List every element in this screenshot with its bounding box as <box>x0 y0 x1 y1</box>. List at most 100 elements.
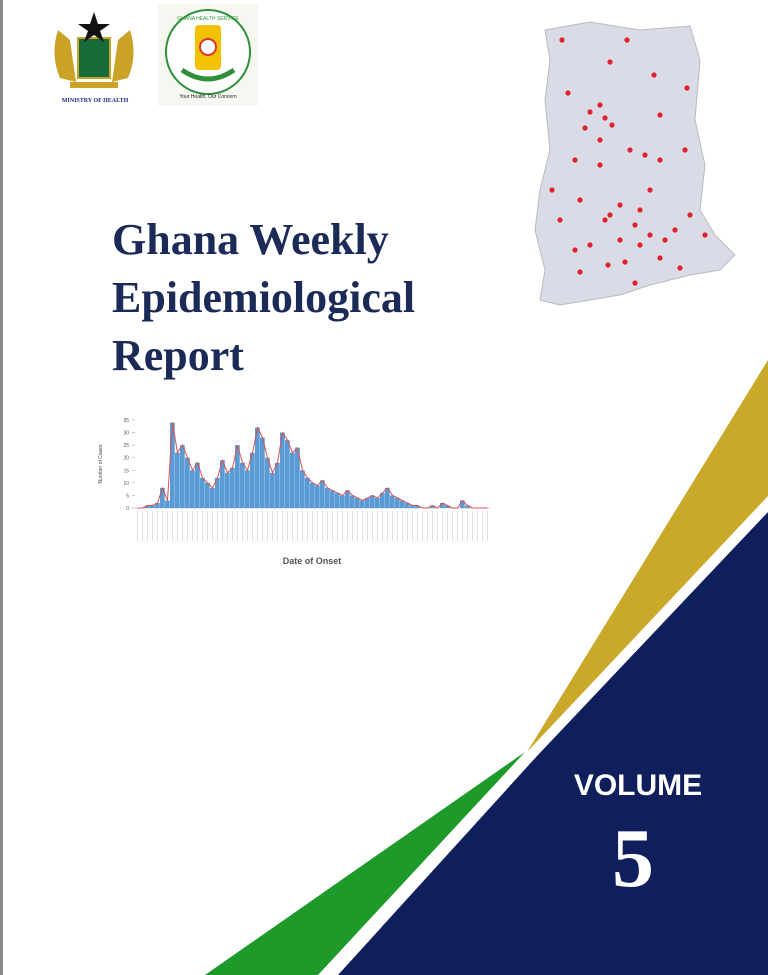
x-tick-stub <box>432 511 433 541</box>
map-dot <box>582 125 588 131</box>
y-tick-label: 5 <box>126 493 129 499</box>
bar <box>250 452 255 508</box>
x-tick-stub <box>412 511 413 541</box>
navy-band <box>338 512 768 975</box>
bar <box>465 505 470 508</box>
map-dot <box>572 247 578 253</box>
bar <box>410 505 415 508</box>
bar <box>380 492 385 508</box>
map-dot <box>687 212 693 218</box>
x-tick-stub <box>487 511 488 541</box>
x-tick-stub <box>267 511 268 541</box>
bar <box>200 477 205 508</box>
bar <box>145 505 150 508</box>
x-tick-stub <box>152 511 153 541</box>
x-tick-stub <box>337 511 338 541</box>
x-tick-stub <box>377 511 378 541</box>
x-tick-stub <box>177 511 178 541</box>
x-tick-stub <box>347 511 348 541</box>
x-tick-stub <box>397 511 398 541</box>
ministry-label: MINISTRY OF HEALTH <box>62 98 129 104</box>
bar <box>310 482 315 508</box>
x-tick-stub <box>332 511 333 541</box>
x-tick-stub <box>422 511 423 541</box>
x-tick-stub <box>162 511 163 541</box>
x-tick-stub <box>297 511 298 541</box>
x-tick-stub <box>327 511 328 541</box>
bar <box>150 505 155 508</box>
map-dot <box>627 147 633 153</box>
x-tick-stub <box>407 511 408 541</box>
map-dot <box>557 217 563 223</box>
x-tick-stub <box>342 511 343 541</box>
map-dot <box>647 232 653 238</box>
x-tick-stub <box>157 511 158 541</box>
bar <box>320 480 325 508</box>
bar <box>325 487 330 508</box>
x-tick-stub <box>382 511 383 541</box>
x-tick-stub <box>192 511 193 541</box>
x-tick-stub <box>462 511 463 541</box>
x-tick-stub <box>277 511 278 541</box>
x-tick-stub <box>252 511 253 541</box>
map-dot <box>647 187 653 193</box>
bar <box>220 460 225 508</box>
x-tick-stub <box>362 511 363 541</box>
y-tick-label: 30 <box>123 431 129 437</box>
map-dot <box>672 227 678 233</box>
bar <box>375 497 380 508</box>
x-tick-stub <box>402 511 403 541</box>
bar <box>400 500 405 508</box>
y-tick-label: 25 <box>123 443 129 449</box>
bar <box>190 470 195 508</box>
x-tick-stub <box>197 511 198 541</box>
y-axis-label: Number of Cases <box>98 444 104 483</box>
bar <box>210 487 215 508</box>
bar <box>260 437 265 508</box>
bar <box>370 495 375 508</box>
bar <box>185 457 190 508</box>
bar <box>170 422 175 508</box>
x-tick-stub <box>187 511 188 541</box>
bar <box>195 462 200 508</box>
map-dot <box>602 115 608 121</box>
title-line: Report <box>112 331 244 380</box>
epi-chart: Number of Cases Date of Onset 0 5 10 15 20 25… <box>98 412 495 566</box>
map-dot <box>597 137 603 143</box>
bar <box>225 472 230 508</box>
x-tick-stub <box>352 511 353 541</box>
bar <box>205 482 210 508</box>
x-tick-stub <box>442 511 443 541</box>
volume-label: VOLUME <box>574 769 702 802</box>
bar <box>345 490 350 508</box>
bar <box>335 492 340 508</box>
map-dot <box>609 122 615 128</box>
map-dot <box>549 187 555 193</box>
x-tick-stub <box>217 511 218 541</box>
x-axis-label: Date of Onset <box>283 556 342 566</box>
bar <box>360 500 365 508</box>
bar <box>245 470 250 508</box>
x-tick-stub <box>237 511 238 541</box>
map-dot <box>657 112 663 118</box>
map-dot <box>587 109 593 115</box>
bar <box>445 505 450 508</box>
map-dot <box>607 212 613 218</box>
x-tick-stub <box>142 511 143 541</box>
x-tick-stub <box>417 511 418 541</box>
map-dot <box>657 157 663 163</box>
x-tick-stub <box>322 511 323 541</box>
ghs-name: GHANA HEALTH SERVICE <box>177 16 239 22</box>
x-tick-stub <box>452 511 453 541</box>
bar <box>405 502 410 508</box>
bar <box>255 427 260 508</box>
map-dot <box>565 90 571 96</box>
x-tick-stub <box>262 511 263 541</box>
x-tick-stub <box>202 511 203 541</box>
bar <box>340 495 345 508</box>
bar <box>295 447 300 508</box>
x-tick-stub <box>167 511 168 541</box>
x-tick-stub <box>317 511 318 541</box>
x-tick-stub <box>372 511 373 541</box>
bar <box>430 505 435 508</box>
